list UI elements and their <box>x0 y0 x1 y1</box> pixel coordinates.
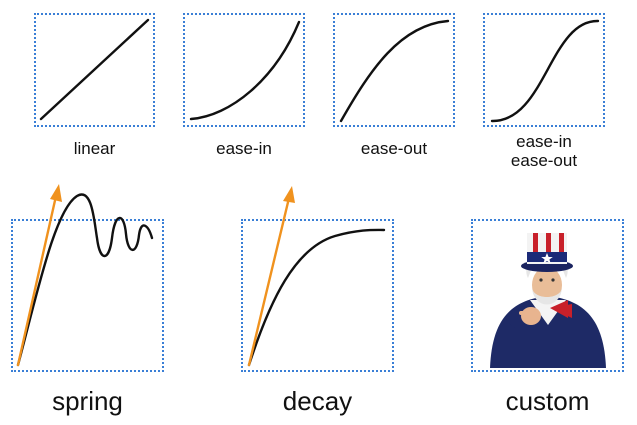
ease-in-out-label-line1: ease-in <box>516 132 572 151</box>
custom-panel <box>471 219 624 372</box>
ease-in-panel <box>183 13 305 127</box>
spring-panel <box>11 219 164 372</box>
ease-out-label: ease-out <box>360 139 428 158</box>
spring-arrowhead <box>50 184 62 202</box>
linear-curve <box>39 18 150 121</box>
ease-in-out-curve <box>490 19 600 123</box>
ease-in-label: ease-in <box>216 139 272 158</box>
uncle-sam-illustration <box>490 233 606 368</box>
linear-panel <box>34 13 155 127</box>
linear-label: linear <box>73 139 116 158</box>
ease-out-curve <box>339 19 450 123</box>
ease-in-out-panel <box>483 13 605 127</box>
decay-panel <box>241 219 394 372</box>
spring-label: spring <box>52 386 123 416</box>
ease-in-curve <box>189 20 301 121</box>
decay-velocity-arrow <box>247 196 291 367</box>
spring-velocity-arrow <box>16 194 58 367</box>
ease-in-out-label-line2: ease-out <box>510 151 578 170</box>
decay-arrowhead <box>283 186 295 203</box>
decay-label: decay <box>282 386 353 416</box>
custom-label: custom <box>505 386 590 416</box>
ease-out-panel <box>333 13 455 127</box>
decay-curve <box>247 228 386 367</box>
spring-curve <box>16 193 154 367</box>
